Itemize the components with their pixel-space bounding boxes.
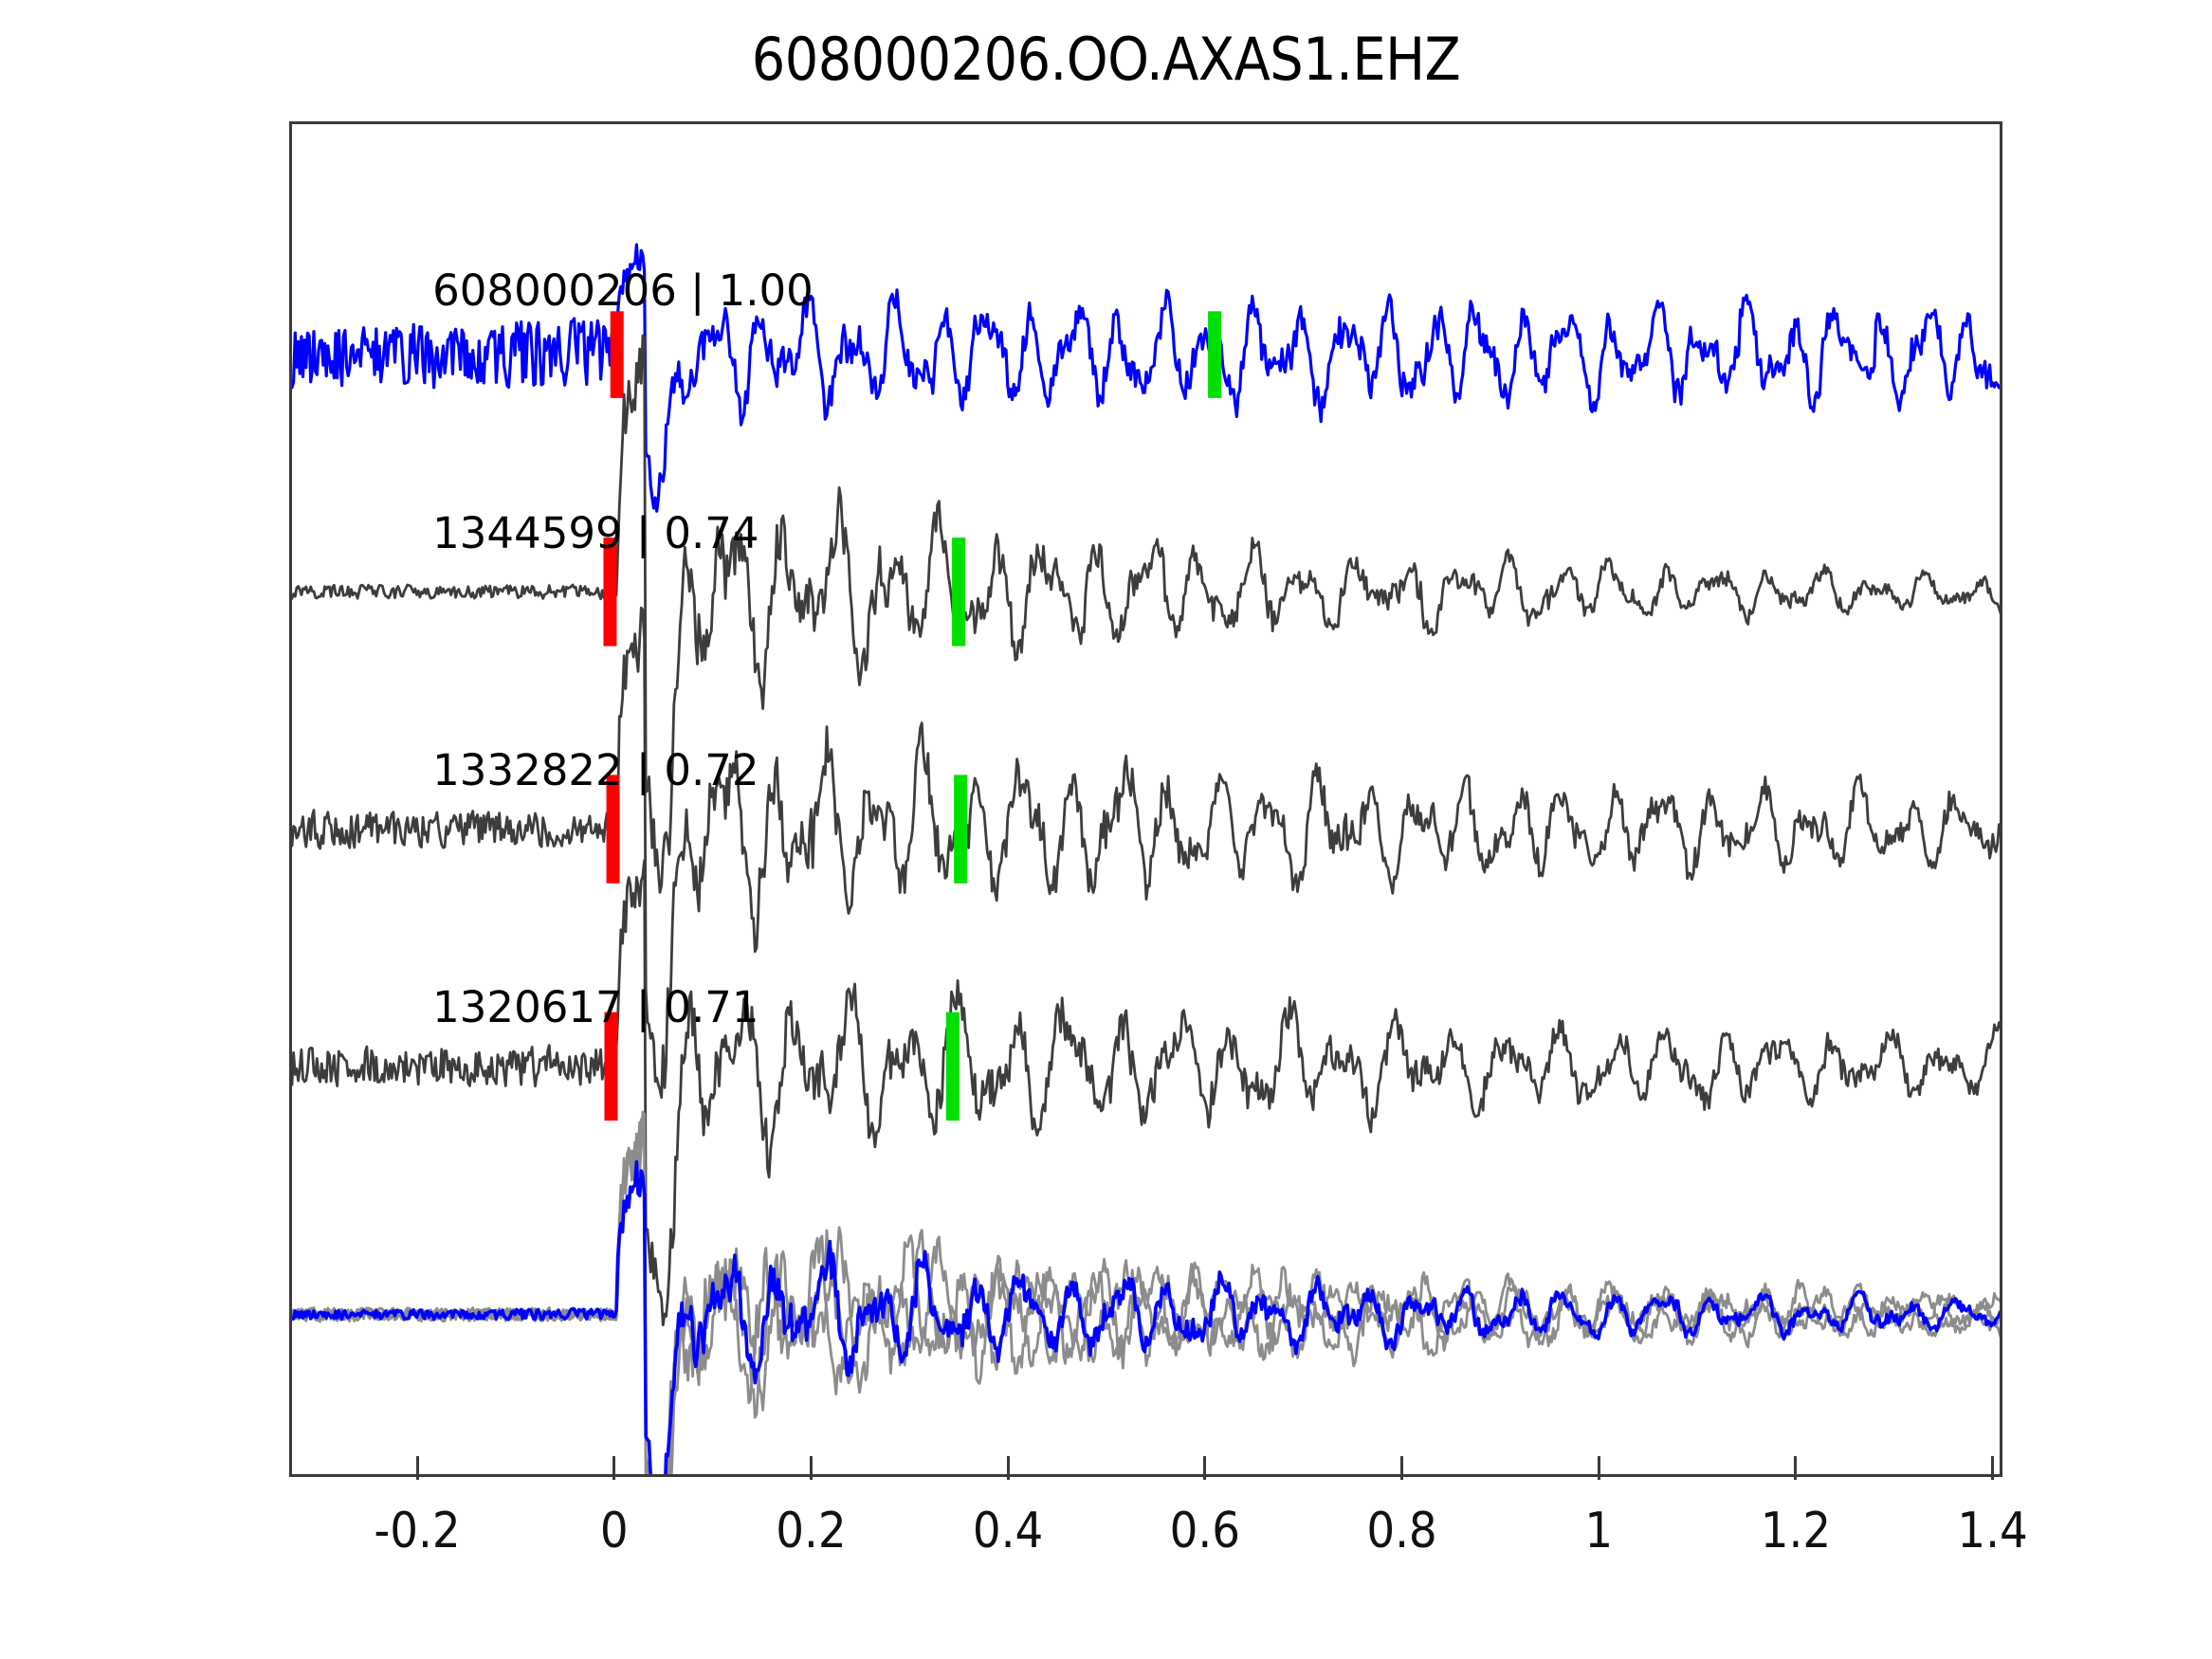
x-tick-label: 1.4: [1957, 1503, 2028, 1559]
x-tick-mark: [415, 1456, 419, 1480]
x-tick-label: 0.4: [972, 1503, 1044, 1559]
x-tick-label: -0.2: [374, 1503, 461, 1559]
x-tick-mark: [1006, 1456, 1010, 1480]
x-tick-label: 0.6: [1169, 1503, 1240, 1559]
trace-group-detection-3: [292, 859, 2000, 1327]
x-tick-label: 1: [1584, 1503, 1614, 1559]
x-tick-label: 1.2: [1760, 1503, 1832, 1559]
trace-label-1320617: 1320617 | 0.71: [432, 982, 759, 1033]
trace-label-1332822: 1332822 | 0.72: [432, 744, 759, 795]
x-tick-mark: [1597, 1456, 1600, 1480]
x-tick-mark: [1400, 1456, 1403, 1480]
waveform-detection-3: [292, 859, 2000, 1327]
waveform-detection-2: [292, 606, 2000, 1100]
x-axis: -0.2 0 0.2 0.4 0.6 0.8 1 1.2 1.4: [289, 1456, 2028, 1594]
x-tick-label: 0: [599, 1503, 629, 1559]
p-pick-marker-detection-3: [604, 1012, 618, 1121]
x-tick-mark: [809, 1456, 813, 1480]
p-pick-marker-detection-1: [603, 538, 617, 647]
p-pick-marker-template: [610, 311, 624, 398]
x-tick-mark: [1203, 1456, 1207, 1480]
trace-group-template: [292, 243, 2000, 513]
waveform-template: [292, 243, 2000, 513]
trace-label-608000206: 608000206 | 1.00: [432, 264, 814, 316]
trace-group-detection-2: [292, 606, 2000, 1100]
plot-area: 608000206 | 1.00 1344599 | 0.74 1332822 | …: [289, 121, 2002, 1477]
s-pick-marker-template: [1208, 311, 1222, 398]
x-tick-mark: [1794, 1456, 1798, 1480]
trace-label-1344599: 1344599 | 0.74: [432, 507, 759, 558]
x-tick-mark: [1991, 1456, 1995, 1480]
trace-group-detection-1: [292, 334, 2000, 894]
page-title: 608000206.OO.AXAS1.EHZ: [751, 25, 1461, 94]
stack-overlay-trace-2: [292, 1127, 2000, 1474]
stack-template-trace: [292, 1159, 2000, 1474]
s-pick-marker-detection-2: [954, 775, 968, 884]
x-tick-label: 0.8: [1366, 1503, 1437, 1559]
x-tick-label: 0.2: [776, 1503, 847, 1559]
trace-group-stack: [292, 1110, 2000, 1474]
s-pick-marker-detection-3: [945, 1012, 960, 1121]
stack-overlay-trace-0: [292, 1110, 2000, 1474]
p-pick-marker-detection-2: [606, 775, 620, 884]
s-pick-marker-detection-1: [952, 538, 966, 647]
waveform-canvas: [292, 243, 2000, 1474]
waveform-detection-1: [292, 334, 2000, 894]
x-tick-mark: [612, 1456, 616, 1480]
